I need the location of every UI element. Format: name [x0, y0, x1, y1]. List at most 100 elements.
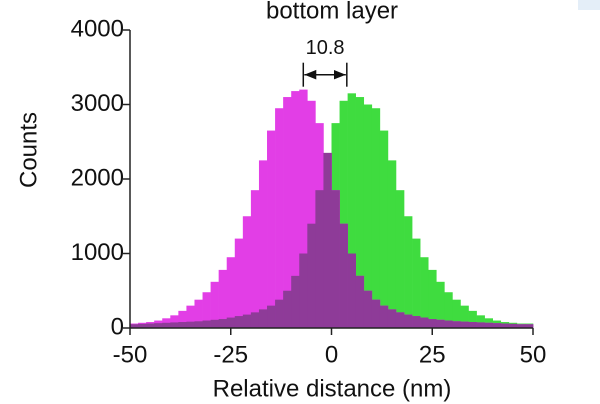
overlap-bar [331, 190, 340, 328]
bar [476, 315, 485, 328]
chart-title: bottom layer [266, 0, 398, 24]
overlap-bar [339, 223, 348, 328]
bar [291, 91, 300, 328]
overlap-bar [170, 322, 179, 328]
overlap-bar [315, 190, 324, 328]
overlap-bar [347, 253, 356, 328]
overlap-bar [291, 275, 300, 328]
overlap-bar [444, 320, 453, 328]
overlap-bar [299, 253, 308, 328]
bar [226, 257, 236, 328]
bar [186, 305, 195, 328]
bar [444, 292, 453, 328]
overlap-bar [194, 321, 203, 328]
overlap-bar [162, 322, 171, 328]
bar [468, 310, 477, 328]
overlap-bar [436, 319, 445, 328]
bar [218, 269, 228, 328]
bar [339, 100, 348, 329]
bar [258, 160, 268, 328]
overlap-bar [524, 324, 534, 328]
y-tick-label: 0 [111, 313, 124, 340]
overlap-bar [202, 320, 211, 328]
overlap-bar [154, 323, 163, 328]
overlap-bar [420, 317, 429, 328]
x-tick-label: -25 [213, 341, 248, 368]
bar [420, 257, 429, 328]
bar [170, 315, 179, 328]
bar [242, 216, 252, 328]
overlap-bar [476, 322, 485, 328]
overlap-bar [218, 319, 228, 328]
bar [202, 292, 211, 328]
overlap-bar [460, 321, 469, 328]
x-tick-label: 50 [520, 341, 547, 368]
bar [283, 97, 292, 328]
x-tick-label: -50 [113, 341, 148, 368]
overlap-bar [492, 323, 502, 328]
overlap-bar [379, 305, 389, 328]
overlap-bar [355, 275, 365, 328]
overlap-bar [275, 299, 284, 328]
overlap-bar [395, 312, 405, 328]
bar [275, 108, 284, 328]
x-tick-label: 0 [325, 341, 338, 368]
bar [347, 93, 356, 328]
bar [395, 190, 405, 328]
overlap-bar [412, 316, 421, 328]
y-axis-label: Counts [15, 112, 42, 188]
bar [460, 305, 469, 328]
overlap-bar [258, 309, 268, 328]
x-axis-label: Relative distance (nm) [213, 375, 452, 402]
overlap-bar [186, 321, 195, 328]
overlap-bar [508, 323, 518, 328]
overlap-bar [363, 290, 373, 328]
y-tick-label: 2000 [71, 164, 124, 191]
overlap-bar [242, 314, 252, 328]
bar [387, 160, 397, 328]
bar [428, 269, 437, 328]
overlap-bar [146, 323, 155, 328]
bar [250, 190, 260, 328]
x-tick-label: 25 [419, 341, 446, 368]
y-tick-label: 1000 [71, 239, 124, 266]
overlap-bar [371, 299, 381, 328]
overlap-bar [307, 223, 316, 328]
bar [234, 238, 244, 328]
bar [267, 130, 276, 328]
bar [412, 238, 421, 328]
overlap-bar [226, 317, 236, 328]
bar [404, 216, 413, 328]
bar [371, 108, 381, 328]
y-tick-label: 4000 [71, 15, 124, 42]
overlap-bar [178, 322, 187, 328]
bar [210, 281, 219, 328]
overlap-bar [250, 312, 260, 328]
annotation-label: 10.8 [306, 37, 345, 59]
overlap-bar [404, 314, 413, 328]
bar [178, 310, 187, 328]
overlap-bar [387, 309, 397, 328]
bar [363, 104, 373, 328]
bar [299, 89, 308, 328]
overlap-bar [138, 323, 147, 328]
bar [452, 299, 461, 328]
overlap-bar [468, 322, 477, 328]
overlap-bar [428, 319, 437, 328]
overlap-bar [234, 316, 244, 328]
bar [379, 130, 389, 328]
bar [307, 100, 316, 329]
overlap-bar [267, 305, 276, 328]
overlap-bar [210, 319, 219, 328]
bar [194, 299, 203, 328]
overlap-bar [323, 152, 332, 328]
bar [355, 97, 365, 328]
y-tick-label: 3000 [71, 90, 124, 117]
bar [436, 281, 445, 328]
overlap-bar [452, 321, 461, 328]
overlap-bar [484, 322, 493, 328]
overlap-bar [500, 323, 510, 328]
overlap-bar [516, 324, 526, 328]
